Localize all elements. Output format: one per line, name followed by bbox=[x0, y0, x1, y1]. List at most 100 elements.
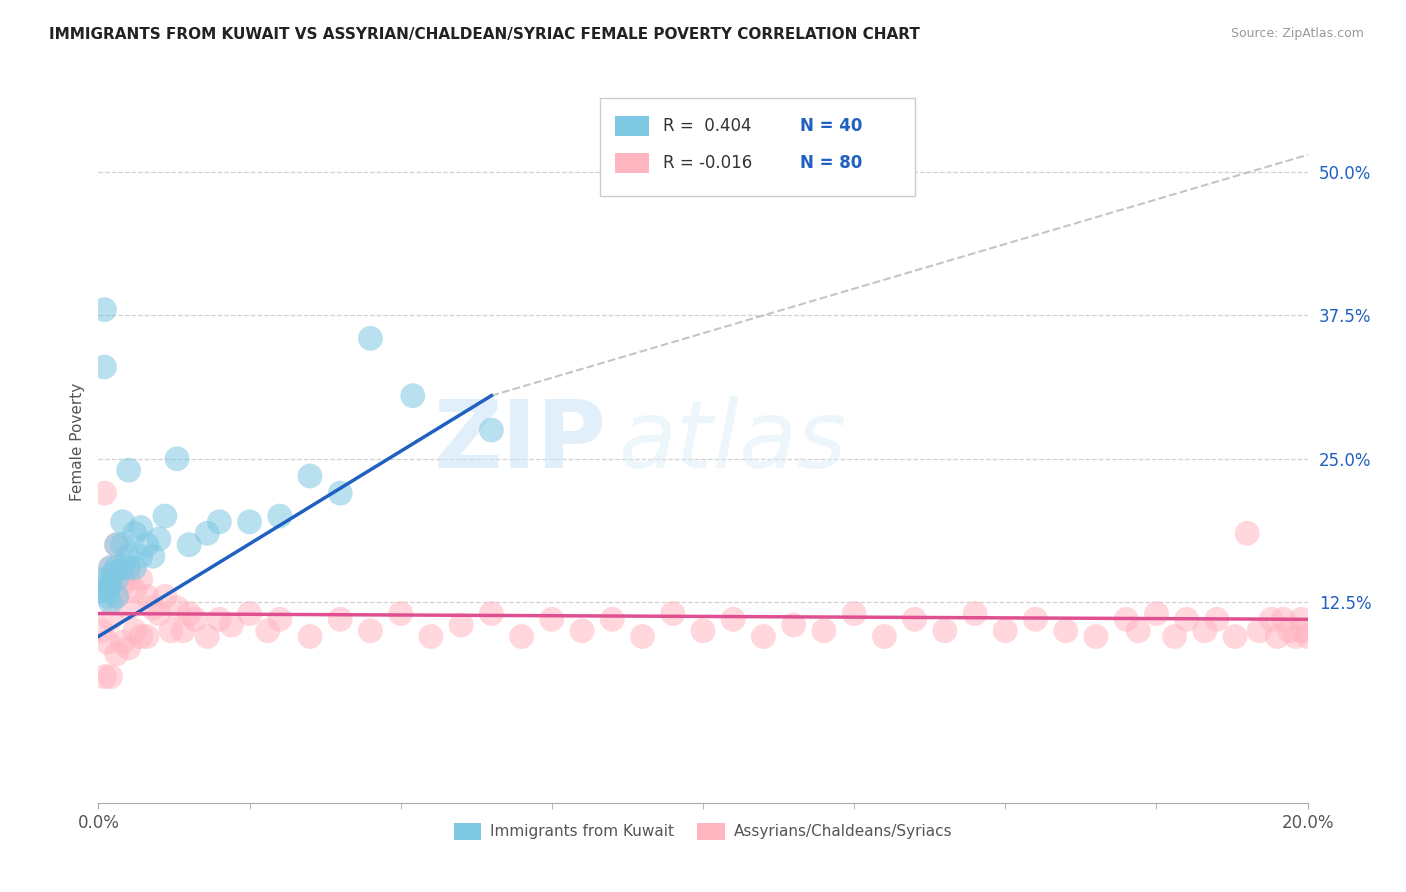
Y-axis label: Female Poverty: Female Poverty bbox=[69, 383, 84, 500]
Point bbox=[93, 302, 115, 317]
Point bbox=[1194, 624, 1216, 638]
Point bbox=[1054, 624, 1077, 638]
Point bbox=[124, 526, 146, 541]
Point bbox=[934, 624, 956, 638]
Point bbox=[195, 630, 218, 644]
Point bbox=[118, 640, 141, 655]
Point bbox=[994, 624, 1017, 638]
Point bbox=[1115, 612, 1137, 626]
Point bbox=[129, 520, 152, 534]
Point bbox=[135, 538, 157, 552]
Point bbox=[239, 515, 262, 529]
Point bbox=[118, 600, 141, 615]
Point bbox=[269, 612, 291, 626]
Point bbox=[111, 635, 134, 649]
FancyBboxPatch shape bbox=[614, 116, 648, 136]
Point bbox=[100, 612, 122, 626]
Text: ZIP: ZIP bbox=[433, 395, 606, 488]
Point bbox=[1284, 630, 1306, 644]
Point bbox=[118, 549, 141, 564]
Point bbox=[450, 618, 472, 632]
Point bbox=[118, 560, 141, 574]
Point bbox=[299, 630, 322, 644]
Point bbox=[96, 583, 118, 598]
Point bbox=[402, 389, 425, 403]
Point bbox=[111, 560, 134, 574]
Point bbox=[111, 515, 134, 529]
Text: Source: ZipAtlas.com: Source: ZipAtlas.com bbox=[1230, 27, 1364, 40]
Point bbox=[100, 560, 122, 574]
Point bbox=[105, 560, 128, 574]
Point bbox=[844, 607, 866, 621]
Point bbox=[1278, 624, 1301, 638]
Point bbox=[1249, 624, 1271, 638]
Point bbox=[96, 635, 118, 649]
Point bbox=[1206, 612, 1229, 626]
Point bbox=[166, 600, 188, 615]
Point bbox=[239, 607, 262, 621]
Point bbox=[208, 612, 231, 626]
Point bbox=[1260, 612, 1282, 626]
Point bbox=[129, 572, 152, 586]
Point bbox=[172, 624, 194, 638]
Point bbox=[481, 423, 503, 437]
Point bbox=[329, 486, 352, 500]
Point bbox=[783, 618, 806, 632]
Point bbox=[1128, 624, 1150, 638]
Point bbox=[148, 607, 170, 621]
Text: N = 40: N = 40 bbox=[800, 117, 862, 135]
Point bbox=[160, 624, 183, 638]
Point bbox=[93, 486, 115, 500]
Point bbox=[179, 538, 201, 552]
Point bbox=[965, 607, 987, 621]
Point bbox=[105, 538, 128, 552]
Text: IMMIGRANTS FROM KUWAIT VS ASSYRIAN/CHALDEAN/SYRIAC FEMALE POVERTY CORRELATION CH: IMMIGRANTS FROM KUWAIT VS ASSYRIAN/CHALD… bbox=[49, 27, 920, 42]
Point bbox=[1267, 630, 1289, 644]
Text: N = 80: N = 80 bbox=[800, 154, 862, 172]
Point bbox=[111, 578, 134, 592]
Point bbox=[723, 612, 745, 626]
Point bbox=[1085, 630, 1108, 644]
Point bbox=[153, 590, 176, 604]
Point bbox=[1296, 630, 1319, 644]
Point bbox=[90, 624, 112, 638]
Point bbox=[602, 612, 624, 626]
Point bbox=[100, 595, 122, 609]
Point bbox=[105, 647, 128, 661]
Point bbox=[1163, 630, 1185, 644]
FancyBboxPatch shape bbox=[600, 98, 915, 196]
Point bbox=[1291, 612, 1313, 626]
Point bbox=[142, 549, 165, 564]
Point bbox=[813, 624, 835, 638]
Point bbox=[135, 590, 157, 604]
Point bbox=[481, 607, 503, 621]
Point bbox=[873, 630, 896, 644]
Point bbox=[631, 630, 654, 644]
Point bbox=[1024, 612, 1046, 626]
Point bbox=[179, 607, 201, 621]
Point bbox=[540, 612, 562, 626]
Point bbox=[329, 612, 352, 626]
Point bbox=[389, 607, 412, 621]
Point bbox=[103, 566, 125, 581]
Point bbox=[124, 624, 146, 638]
Point bbox=[221, 618, 243, 632]
Point bbox=[129, 549, 152, 564]
Point bbox=[91, 578, 114, 592]
Point bbox=[93, 670, 115, 684]
Point bbox=[142, 600, 165, 615]
Point bbox=[96, 590, 118, 604]
Point bbox=[1144, 607, 1167, 621]
Point bbox=[904, 612, 927, 626]
Point bbox=[129, 630, 152, 644]
Point bbox=[1291, 624, 1313, 638]
Point bbox=[105, 590, 128, 604]
Point bbox=[1272, 612, 1295, 626]
Point bbox=[100, 578, 122, 592]
Point bbox=[420, 630, 443, 644]
Point bbox=[124, 583, 146, 598]
Point bbox=[118, 463, 141, 477]
Point bbox=[166, 451, 188, 466]
Point bbox=[1236, 526, 1258, 541]
Text: R =  0.404: R = 0.404 bbox=[664, 117, 752, 135]
